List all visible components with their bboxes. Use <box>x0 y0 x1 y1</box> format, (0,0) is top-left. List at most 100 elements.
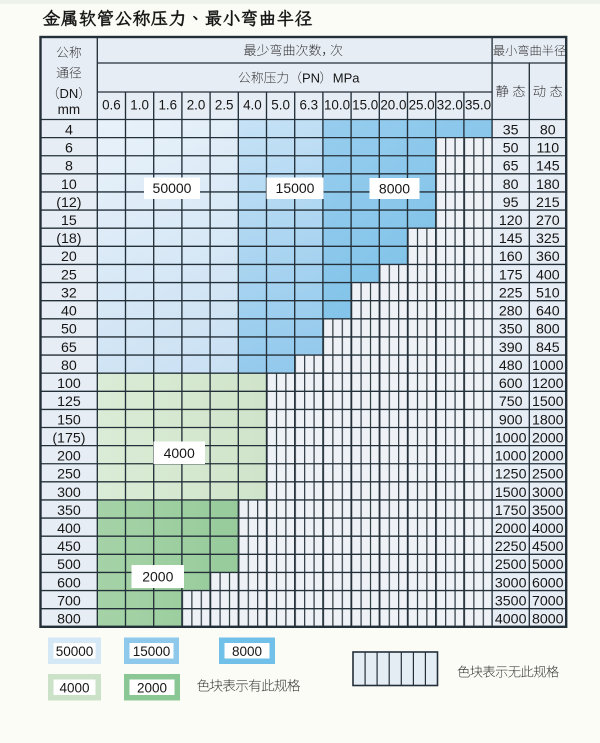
svg-text:2000: 2000 <box>532 430 564 446</box>
svg-text:0.6: 0.6 <box>102 97 121 112</box>
svg-text:(12): (12) <box>56 195 81 211</box>
svg-text:65: 65 <box>61 340 77 356</box>
svg-text:2000: 2000 <box>142 569 173 585</box>
svg-text:390: 390 <box>499 340 523 356</box>
svg-text:20.0: 20.0 <box>380 97 406 112</box>
svg-text:2.5: 2.5 <box>215 97 234 112</box>
svg-text:50000: 50000 <box>153 180 192 196</box>
svg-text:5000: 5000 <box>532 557 564 573</box>
svg-text:35: 35 <box>503 122 519 138</box>
svg-text:100: 100 <box>57 376 81 392</box>
svg-text:800: 800 <box>57 612 81 628</box>
svg-text:1.0: 1.0 <box>130 97 149 112</box>
svg-text:600: 600 <box>499 376 523 392</box>
svg-text:1500: 1500 <box>532 394 564 410</box>
svg-text:6.3: 6.3 <box>299 97 318 112</box>
svg-text:4000: 4000 <box>532 521 564 537</box>
svg-text:150: 150 <box>57 412 81 428</box>
svg-text:500: 500 <box>57 557 81 573</box>
svg-text:3000: 3000 <box>532 485 564 501</box>
svg-text:95: 95 <box>503 195 519 211</box>
svg-text:(175): (175) <box>52 430 85 446</box>
svg-text:1250: 1250 <box>495 467 527 483</box>
svg-text:225: 225 <box>499 286 523 302</box>
svg-text:mm: mm <box>58 102 81 117</box>
svg-text:5.0: 5.0 <box>271 97 290 112</box>
svg-text:325: 325 <box>536 231 560 247</box>
svg-text:600: 600 <box>57 575 81 591</box>
svg-text:845: 845 <box>536 340 560 356</box>
svg-text:125: 125 <box>57 394 81 410</box>
svg-text:145: 145 <box>536 159 560 175</box>
svg-text:6000: 6000 <box>532 575 564 591</box>
svg-text:700: 700 <box>57 594 81 610</box>
svg-text:250: 250 <box>57 467 81 483</box>
svg-text:4000: 4000 <box>164 445 195 461</box>
svg-text:80: 80 <box>503 177 519 193</box>
svg-text:25.0: 25.0 <box>409 97 435 112</box>
svg-text:10: 10 <box>61 177 77 193</box>
svg-text:175: 175 <box>499 267 523 283</box>
svg-text:110: 110 <box>536 141 559 157</box>
svg-text:400: 400 <box>57 521 81 537</box>
svg-text:270: 270 <box>536 213 560 229</box>
svg-text:4.0: 4.0 <box>243 97 262 112</box>
svg-text:80: 80 <box>540 122 556 138</box>
svg-text:350: 350 <box>499 322 523 338</box>
svg-text:DN: DN <box>60 86 79 101</box>
svg-text:800: 800 <box>536 322 560 338</box>
svg-text:3500: 3500 <box>532 503 564 519</box>
svg-text:2500: 2500 <box>495 557 527 573</box>
svg-text:8000: 8000 <box>379 181 410 197</box>
svg-text:7000: 7000 <box>532 594 564 610</box>
svg-text:50: 50 <box>61 322 77 338</box>
svg-text:4500: 4500 <box>532 539 564 555</box>
svg-text:32: 32 <box>61 286 77 302</box>
svg-text:2000: 2000 <box>532 449 564 465</box>
svg-text:280: 280 <box>499 304 523 320</box>
svg-text:1000: 1000 <box>495 430 527 446</box>
svg-text:80: 80 <box>61 358 77 374</box>
svg-text:360: 360 <box>536 249 560 265</box>
svg-text:4000: 4000 <box>59 681 89 696</box>
svg-text:2.0: 2.0 <box>187 97 206 112</box>
svg-text:450: 450 <box>57 539 81 555</box>
svg-text:120: 120 <box>499 213 523 229</box>
svg-text:15000: 15000 <box>276 180 315 196</box>
svg-text:3000: 3000 <box>495 575 527 591</box>
svg-text:40: 40 <box>61 304 77 320</box>
svg-text:3500: 3500 <box>495 594 527 610</box>
svg-text:300: 300 <box>57 485 81 501</box>
svg-text:750: 750 <box>499 394 523 410</box>
svg-text:8000: 8000 <box>532 612 564 628</box>
svg-text:(18): (18) <box>56 231 81 247</box>
svg-text:180: 180 <box>536 177 560 193</box>
svg-text:8: 8 <box>65 159 73 175</box>
svg-text:6: 6 <box>65 141 73 157</box>
svg-text:1750: 1750 <box>495 503 527 519</box>
svg-text:1500: 1500 <box>495 485 527 501</box>
svg-text:4: 4 <box>65 122 73 138</box>
svg-text:8000: 8000 <box>232 644 262 659</box>
svg-text:20: 20 <box>61 249 77 265</box>
svg-text:10.0: 10.0 <box>324 97 350 112</box>
svg-text:1000: 1000 <box>495 449 527 465</box>
svg-text:510: 510 <box>536 286 560 302</box>
svg-text:2000: 2000 <box>137 681 167 696</box>
svg-text:1800: 1800 <box>532 412 564 428</box>
svg-text:350: 350 <box>57 503 81 519</box>
svg-text:1.6: 1.6 <box>158 97 177 112</box>
svg-text:65: 65 <box>503 159 519 175</box>
svg-text:480: 480 <box>499 358 523 374</box>
svg-text:640: 640 <box>536 304 560 320</box>
svg-text:145: 145 <box>499 231 523 247</box>
svg-text:400: 400 <box>536 267 560 283</box>
svg-text:4000: 4000 <box>495 612 527 628</box>
svg-text:35.0: 35.0 <box>465 97 491 112</box>
svg-text:15000: 15000 <box>133 644 171 659</box>
svg-text:160: 160 <box>499 249 523 265</box>
svg-text:1200: 1200 <box>532 376 564 392</box>
svg-text:2000: 2000 <box>495 521 527 537</box>
svg-text:15.0: 15.0 <box>352 97 378 112</box>
svg-text:2250: 2250 <box>495 539 527 555</box>
